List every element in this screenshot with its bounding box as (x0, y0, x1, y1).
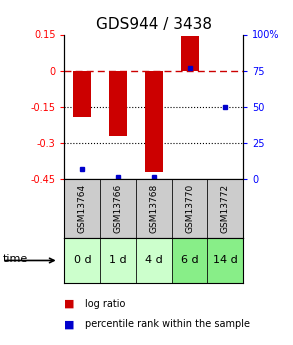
Text: time: time (3, 254, 28, 264)
Bar (136, 238, 172, 283)
Bar (136, 179, 172, 238)
Text: GSM13770: GSM13770 (185, 184, 194, 233)
Text: 4 d: 4 d (145, 256, 163, 265)
Bar (64, 179, 100, 238)
Title: GDS944 / 3438: GDS944 / 3438 (96, 17, 212, 32)
Text: percentile rank within the sample: percentile rank within the sample (85, 319, 250, 329)
Bar (207, 179, 243, 238)
Text: ■: ■ (64, 319, 75, 329)
Text: 0 d: 0 d (74, 256, 91, 265)
Text: ■: ■ (64, 299, 75, 308)
Bar (180, 36, 199, 71)
Bar (100, 238, 136, 283)
Bar (73, 71, 91, 117)
Text: GSM13764: GSM13764 (78, 184, 87, 233)
Bar (64, 238, 100, 283)
Bar (109, 71, 127, 136)
Bar (100, 179, 136, 238)
Text: 1 d: 1 d (109, 256, 127, 265)
Text: GSM13772: GSM13772 (221, 184, 230, 233)
Bar (145, 71, 163, 172)
Bar (207, 238, 243, 283)
Text: 14 d: 14 d (213, 256, 238, 265)
Text: log ratio: log ratio (85, 299, 125, 308)
Bar (172, 179, 207, 238)
Text: GSM13768: GSM13768 (149, 184, 158, 233)
Bar (172, 238, 207, 283)
Text: 6 d: 6 d (181, 256, 198, 265)
Text: GSM13766: GSM13766 (114, 184, 122, 233)
